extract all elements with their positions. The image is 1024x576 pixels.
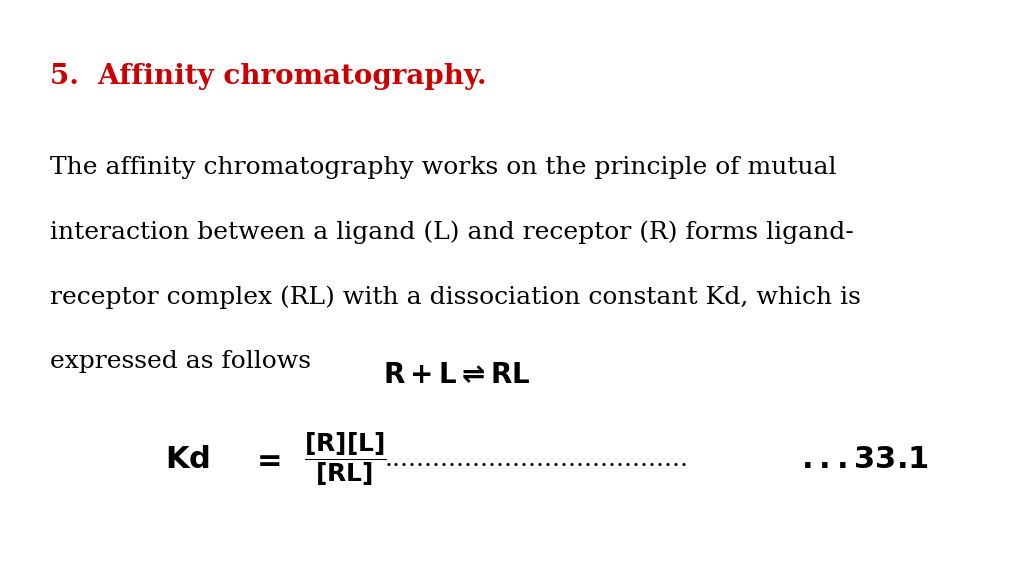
Text: 5.  Affinity chromatography.: 5. Affinity chromatography.	[50, 63, 486, 90]
Text: $\mathbf{Kd}$: $\mathbf{Kd}$	[165, 445, 210, 474]
Text: interaction between a ligand (L) and receptor (R) forms ligand-: interaction between a ligand (L) and rec…	[50, 221, 854, 244]
Text: $\mathbf{R + L \rightleftharpoons RL}$: $\mathbf{R + L \rightleftharpoons RL}$	[383, 361, 530, 389]
Text: receptor complex (RL) with a dissociation constant Kd, which is: receptor complex (RL) with a dissociatio…	[50, 285, 861, 309]
Text: ......................................: ......................................	[385, 448, 689, 471]
Text: $\mathbf{=}$: $\mathbf{=}$	[251, 445, 282, 474]
Text: expressed as follows: expressed as follows	[50, 350, 311, 373]
Text: $\mathbf{\dfrac{[R][L]}{[RL]}}$: $\mathbf{\dfrac{[R][L]}{[RL]}}$	[304, 430, 386, 488]
Text: The affinity chromatography works on the principle of mutual: The affinity chromatography works on the…	[50, 156, 837, 179]
Text: $\mathbf{...33.1}$: $\mathbf{...33.1}$	[802, 445, 929, 474]
